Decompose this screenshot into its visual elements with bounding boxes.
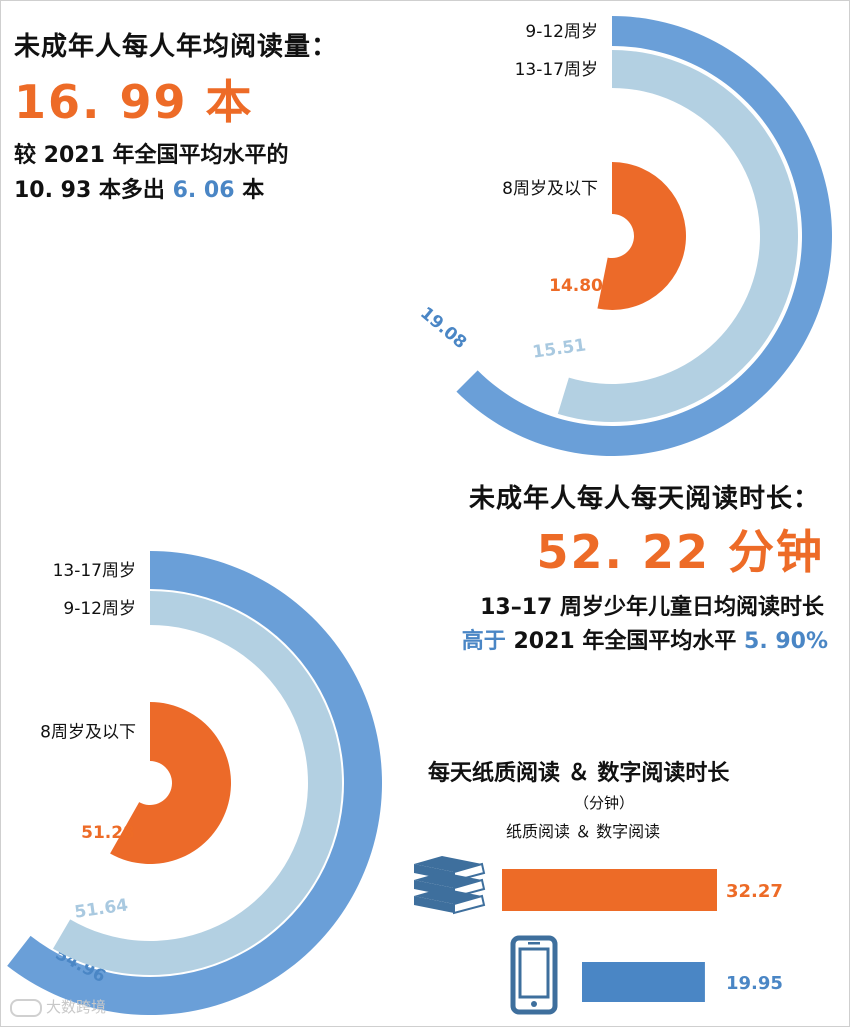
radial-label-2: 8周岁及以下 — [40, 723, 136, 743]
radial-label-0: 9-12周岁 — [525, 22, 598, 42]
radial-bar-0 — [456, 16, 832, 456]
radial-bar-1 — [52, 591, 342, 975]
time-compare-highlight-c: 5. 90% — [744, 629, 828, 654]
compare-title: 每天纸质阅读 ＆ 数字阅读时长 — [428, 761, 730, 786]
radial-bar-1 — [557, 50, 798, 422]
radial-bar-0 — [7, 551, 383, 1015]
books-compare-text-b: 本 — [234, 178, 265, 203]
watermark: 大数跨境 — [10, 996, 106, 1017]
radial-label-0: 13-17周岁 — [53, 561, 136, 581]
compare-bar-value-0: 32.27 — [726, 881, 783, 902]
time-compare-line1: 13–17 周岁少年儿童日均阅读时长 — [480, 595, 824, 620]
radial-label-1: 9-12周岁 — [63, 599, 136, 619]
radial-label-2: 8周岁及以下 — [502, 179, 598, 199]
radial-value-2: 14.80 — [549, 276, 603, 296]
time-compare-line2: 高于 2021 年全国平均水平 5. 90% — [462, 623, 828, 655]
compare-bar-value-1: 19.95 — [726, 973, 783, 994]
books-section-title: 未成年人每人年均阅读量： — [14, 32, 339, 62]
time-compare-text-b: 2021 年全国平均水平 — [505, 629, 745, 654]
compare-legend: 纸质阅读 ＆ 数字阅读 — [506, 822, 661, 841]
books-compare-text-a: 10. 93 本多出 — [14, 178, 173, 203]
compare-unit: （分钟） — [574, 794, 635, 812]
radial-value-2: 51.28 — [81, 823, 135, 843]
phone-icon — [510, 935, 558, 1015]
watermark-logo-icon — [10, 998, 42, 1017]
radial-bar-2 — [110, 702, 232, 864]
radial-bar-2 — [597, 162, 686, 310]
watermark-text: 大数跨境 — [46, 998, 107, 1016]
books-compare-line1: 较 2021 年全国平均水平的 — [14, 143, 289, 168]
books-headline: 16. 99 本 — [14, 75, 254, 129]
compare-bar-0 — [502, 869, 717, 911]
books-icon — [414, 856, 486, 915]
books-compare-line2: 10. 93 本多出 6. 06 本 — [14, 172, 264, 204]
time-section-title: 未成年人每人每天阅读时长： — [468, 484, 820, 514]
time-headline: 52. 22 分钟 — [536, 525, 824, 579]
books-compare-highlight: 6. 06 — [172, 178, 235, 203]
compare-bar-1 — [582, 962, 705, 1002]
radial-label-1: 13-17周岁 — [515, 60, 598, 80]
time-compare-highlight-a: 高于 — [461, 629, 506, 654]
